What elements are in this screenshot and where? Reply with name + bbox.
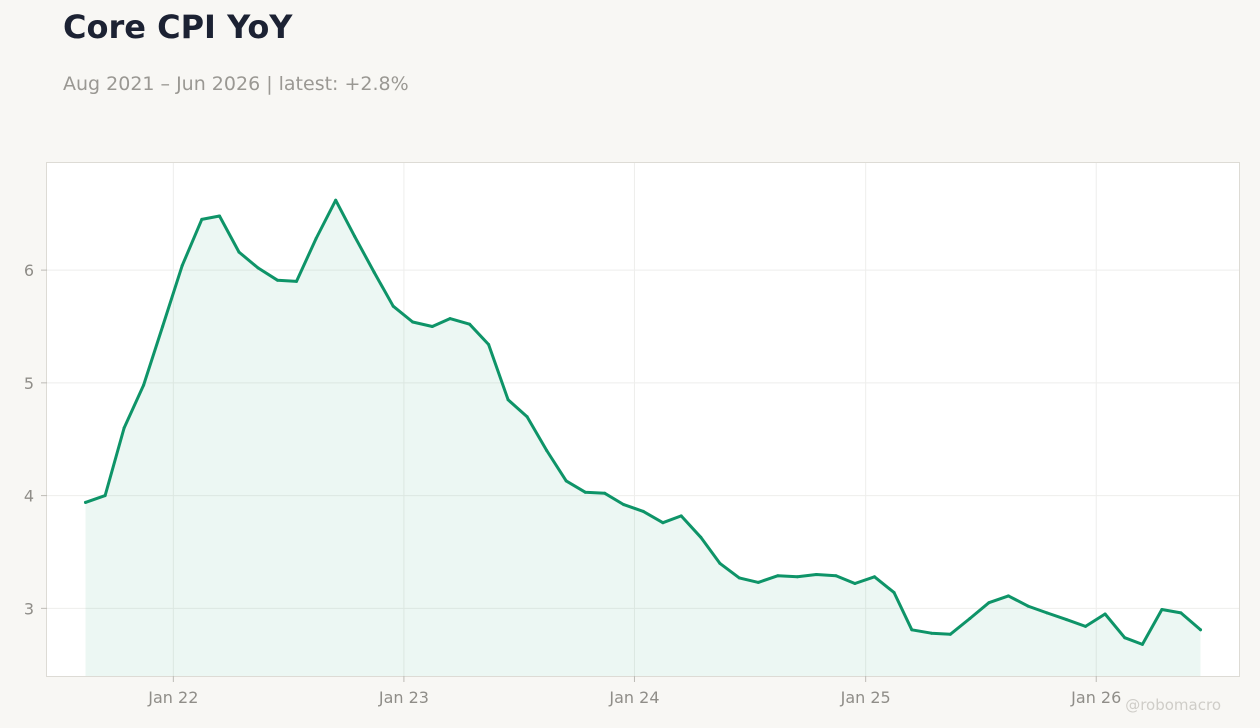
data-point bbox=[448, 317, 452, 321]
data-point bbox=[295, 279, 298, 283]
data-point bbox=[929, 631, 933, 635]
data-point bbox=[987, 601, 991, 605]
chart-title: Core CPI YoY bbox=[63, 8, 293, 46]
data-point bbox=[506, 398, 510, 402]
x-tick-label: Jan 24 bbox=[608, 688, 659, 707]
data-point bbox=[391, 304, 395, 308]
data-point bbox=[564, 479, 568, 483]
data-point bbox=[814, 573, 818, 576]
data-point bbox=[1026, 604, 1030, 608]
data-point bbox=[622, 503, 626, 507]
data-point bbox=[276, 278, 280, 282]
x-tick-label: Jan 25 bbox=[840, 688, 891, 707]
x-tick-label: Jan 26 bbox=[1070, 688, 1121, 707]
data-point bbox=[1045, 611, 1049, 615]
data-point bbox=[1160, 608, 1164, 611]
y-tick-label: 5 bbox=[24, 374, 34, 393]
data-point bbox=[910, 628, 914, 632]
data-point bbox=[1199, 628, 1202, 632]
data-point bbox=[661, 521, 665, 525]
data-point bbox=[892, 591, 896, 595]
data-point bbox=[314, 237, 318, 240]
data-point bbox=[776, 574, 780, 578]
data-point bbox=[603, 491, 607, 495]
chart-subtitle: Aug 2021 – Jun 2026 | latest: +2.8% bbox=[63, 73, 409, 95]
data-point bbox=[256, 266, 260, 270]
data-point bbox=[525, 415, 529, 419]
data-point bbox=[1179, 611, 1183, 615]
data-points bbox=[84, 198, 1202, 646]
data-point bbox=[834, 574, 838, 578]
data-point bbox=[718, 561, 722, 565]
x-tick-label: Jan 22 bbox=[147, 688, 198, 707]
y-axis-ticks: 3 4 5 6 bbox=[24, 261, 47, 618]
data-point bbox=[583, 490, 587, 494]
plot-background bbox=[46, 162, 1240, 677]
data-point bbox=[487, 343, 491, 346]
y-tick-label: 4 bbox=[24, 487, 34, 506]
watermark: @robomacro bbox=[1125, 696, 1221, 714]
data-point bbox=[84, 500, 87, 504]
data-point bbox=[1123, 636, 1127, 640]
data-point bbox=[237, 250, 241, 254]
data-point bbox=[180, 264, 184, 268]
data-point bbox=[737, 576, 741, 580]
data-point bbox=[122, 426, 126, 430]
data-point bbox=[142, 383, 146, 387]
data-point bbox=[334, 198, 338, 202]
data-point bbox=[353, 234, 357, 238]
data-point bbox=[430, 325, 434, 328]
data-point bbox=[679, 514, 683, 518]
data-point bbox=[853, 582, 857, 585]
data-point bbox=[372, 270, 376, 274]
area-fill bbox=[85, 200, 1201, 676]
data-point bbox=[1103, 612, 1107, 616]
data-point bbox=[161, 325, 165, 328]
data-point bbox=[200, 217, 204, 221]
data-point bbox=[218, 214, 221, 218]
data-point bbox=[756, 580, 760, 584]
x-axis-ticks: Jan 22 Jan 23 Jan 24 Jan 25 Jan 26 bbox=[147, 676, 1121, 707]
data-point bbox=[948, 632, 952, 636]
data-point bbox=[411, 320, 415, 324]
grid-lines bbox=[47, 163, 1239, 676]
data-point bbox=[545, 449, 549, 452]
data-point bbox=[795, 575, 799, 579]
data-point bbox=[1006, 594, 1010, 598]
data-point bbox=[1084, 624, 1087, 628]
data-point bbox=[873, 575, 876, 579]
data-point bbox=[641, 509, 645, 513]
data-point bbox=[1140, 642, 1144, 646]
data-point bbox=[468, 322, 472, 326]
y-tick-label: 3 bbox=[24, 599, 34, 618]
data-point bbox=[699, 535, 703, 539]
x-tick-label: Jan 23 bbox=[378, 688, 429, 707]
data-point bbox=[968, 617, 972, 620]
y-tick-label: 6 bbox=[24, 261, 34, 280]
data-point bbox=[1065, 618, 1068, 622]
data-point bbox=[103, 494, 107, 498]
